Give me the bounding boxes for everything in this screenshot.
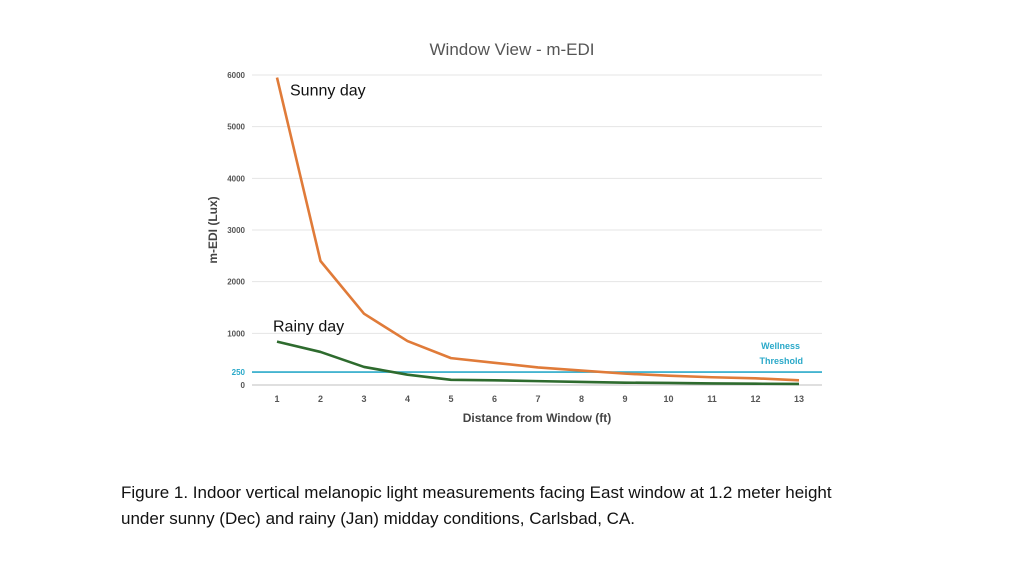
series-label-rainy-day: Rainy day (273, 319, 344, 336)
chart-title: Window View - m-EDI (430, 40, 595, 59)
x-tick-label: 11 (707, 394, 717, 404)
x-tick-label: 6 (492, 394, 497, 404)
x-tick-label: 10 (663, 394, 673, 404)
threshold-tick-label: 250 (232, 368, 246, 377)
figure-caption: Figure 1. Indoor vertical melanopic ligh… (121, 480, 941, 532)
y-tick-label: 0 (241, 381, 246, 390)
chart: Window View - m-EDI m-EDI (Lux) Distance… (206, 40, 822, 425)
x-tick-label: 4 (405, 394, 410, 404)
x-tick-label: 3 (361, 394, 366, 404)
y-tick-label: 6000 (227, 71, 245, 80)
x-tick-label: 1 (274, 394, 279, 404)
x-tick-label: 12 (750, 394, 760, 404)
y-axis-label: m-EDI (Lux) (206, 196, 220, 263)
y-tick-label: 1000 (227, 329, 245, 338)
series-line-sunny-day (275, 77, 800, 382)
x-axis-label: Distance from Window (ft) (463, 411, 612, 425)
x-tick-label: 7 (535, 394, 540, 404)
threshold-label-line2: Threshold (759, 356, 803, 366)
y-tick-label: 2000 (227, 278, 245, 287)
gridlines (252, 74, 822, 386)
y-tick-label: 5000 (227, 123, 245, 132)
caption-line-2: under sunny (Dec) and rainy (Jan) midday… (121, 509, 636, 528)
x-tick-label: 8 (579, 394, 584, 404)
x-tick-label: 9 (622, 394, 627, 404)
y-tick-label: 3000 (227, 226, 245, 235)
x-tick-label: 5 (448, 394, 453, 404)
x-tick-label: 13 (794, 394, 804, 404)
x-tick-label: 2 (318, 394, 323, 404)
threshold-label-line1: Wellness (761, 341, 800, 351)
series-label-sunny-day: Sunny day (290, 83, 366, 100)
caption-line-1: Figure 1. Indoor vertical melanopic ligh… (121, 483, 832, 502)
series-lines (252, 77, 822, 386)
y-tick-label: 4000 (227, 174, 245, 183)
series-line-rainy-day (276, 340, 800, 386)
